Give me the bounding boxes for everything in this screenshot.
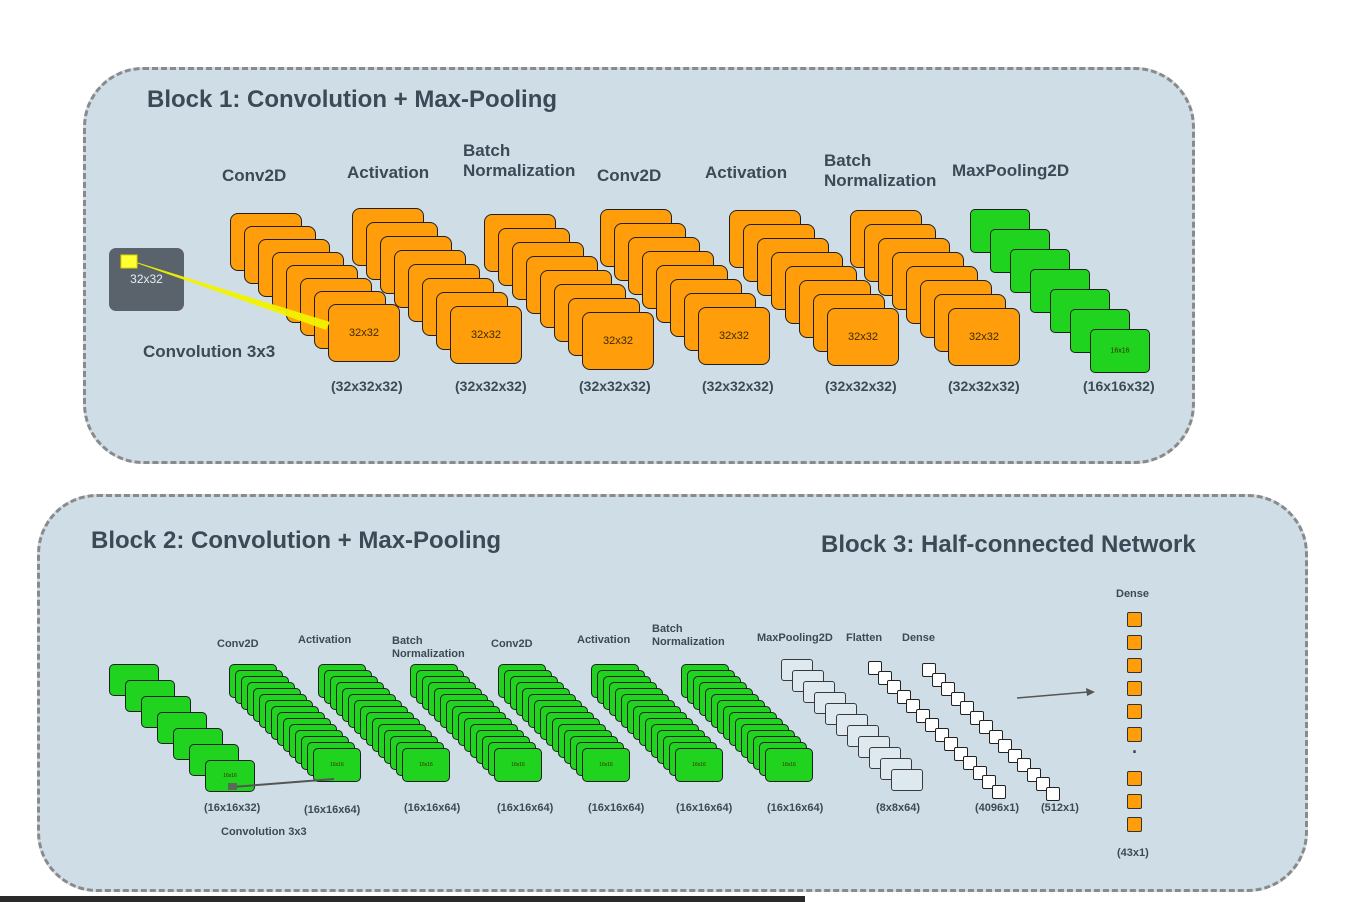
block1-output-shape: (32x32x32) — [702, 378, 774, 394]
block1-output-shape: (32x32x32) — [579, 378, 651, 394]
feature-map-label: 32x32 — [603, 335, 633, 347]
dense-neuron — [1127, 794, 1142, 809]
feature-map: 16x16 — [313, 748, 361, 782]
dense-neuron — [1127, 704, 1142, 719]
block1-title: Block 1: Convolution + Max-Pooling — [147, 86, 558, 113]
block1-layer-label: MaxPooling2D — [952, 161, 1070, 180]
dense-neuron — [1127, 635, 1142, 650]
feature-map-label: 16x16 — [419, 762, 433, 768]
block1-output-shape: (32x32x32) — [455, 378, 527, 394]
block1-input-image: 32x32 — [109, 248, 184, 311]
feature-map-label: 16x16 — [782, 762, 796, 768]
window-bottom-bar — [0, 896, 805, 902]
feature-map-label: 32x32 — [349, 327, 379, 339]
block1-layer-label: Conv2D — [597, 166, 662, 185]
dense-ellipsis: . — [1132, 737, 1138, 757]
dense-neuron — [1127, 771, 1142, 786]
block2-title: Block 2: Convolution + Max-Pooling — [91, 527, 502, 554]
feature-map: 32x32 — [328, 304, 400, 362]
block2-layer-label: Conv2D — [217, 638, 259, 650]
block3-layer-label: Flatten — [846, 632, 883, 644]
feature-map: 32x32 — [582, 312, 654, 370]
kernel-projection-beam — [128, 260, 330, 330]
dense-neuron — [1127, 727, 1142, 742]
block1-layer-label: Activation — [705, 163, 788, 182]
block2-conv-note: Convolution 3x3 — [221, 826, 307, 838]
block2-output-shape: (16x16x64) — [767, 802, 824, 814]
block2-input-output: (16x16x32) — [204, 802, 261, 814]
block2-output-shape: (16x16x64) — [304, 804, 361, 816]
dense-arrow-head — [1086, 688, 1095, 696]
feature-map: 32x32 — [450, 306, 522, 364]
block3-layer-label: Dense — [902, 632, 936, 644]
block2-output-shape: (16x16x64) — [497, 802, 554, 814]
feature-map-label: 32x32 — [471, 329, 501, 341]
block1-input-label: 32x32 — [130, 272, 163, 286]
block2-output-shape: (16x16x64) — [588, 802, 645, 814]
block1-output-shape: (32x32x32) — [331, 378, 403, 394]
feature-map-label: 16x16 — [1110, 347, 1130, 355]
block1-conv-note: Convolution 3x3 — [143, 342, 276, 361]
block2-layer-label: Activation — [298, 634, 352, 646]
block1-output-shape: (32x32x32) — [825, 378, 897, 394]
feature-map-label: 16x16 — [511, 762, 525, 768]
feature-map-label: 16x16 — [692, 762, 706, 768]
feature-map — [891, 769, 923, 791]
neuron — [1045, 786, 1060, 801]
block2-output-shape: (16x16x64) — [404, 802, 461, 814]
feature-map-label: 16x16 — [223, 773, 237, 779]
feature-map: 32x32 — [827, 308, 899, 366]
neuron — [991, 784, 1006, 799]
block1-output-shape: (16x16x32) — [1083, 378, 1155, 394]
block1-layer-label: Batch Normalization — [824, 151, 937, 190]
feature-map: 16x16 — [765, 748, 813, 782]
dense-neuron — [1127, 817, 1142, 832]
block2-layer-label: Batch Normalization — [652, 623, 725, 648]
feature-map-label: 16x16 — [330, 762, 344, 768]
dense-neuron — [1127, 658, 1142, 673]
feature-map: 16x16 — [1090, 329, 1150, 373]
block1-layer-label: Batch Normalization — [463, 141, 576, 180]
feature-map: 32x32 — [698, 307, 770, 365]
feature-map-label: 32x32 — [848, 331, 878, 343]
block2-layer-label: MaxPooling2D — [757, 632, 833, 644]
block2-layer-label: Activation — [577, 634, 631, 646]
kernel-window — [120, 254, 138, 269]
kernel-projection-line — [231, 778, 335, 788]
dense-arrow-line — [1016, 691, 1089, 699]
feature-map: 32x32 — [948, 308, 1020, 366]
kernel-window-2 — [228, 783, 237, 790]
block2-layer-label: Batch Normalization — [392, 635, 465, 660]
feature-map-label: 32x32 — [969, 331, 999, 343]
block1-layer-label: Activation — [347, 163, 430, 182]
block3-title: Block 3: Half-connected Network — [821, 531, 1196, 558]
dense-neuron — [1127, 612, 1142, 627]
block3-output-shape: (43x1) — [1117, 847, 1149, 859]
block3-output-shape: (4096x1) — [975, 802, 1020, 814]
feature-map: 16x16 — [494, 748, 542, 782]
block2-output-shape: (8x8x64) — [876, 802, 921, 814]
feature-map-label: 32x32 — [719, 330, 749, 342]
block2-layer-label: Conv2D — [491, 638, 533, 650]
feature-map: 16x16 — [402, 748, 450, 782]
block3-output-shape: (512x1) — [1041, 802, 1079, 814]
feature-map: 16x16 — [582, 748, 630, 782]
dense-neuron — [1127, 681, 1142, 696]
feature-map-label: 16x16 — [599, 762, 613, 768]
block3-layer-label: Dense — [1116, 588, 1150, 600]
feature-map: 16x16 — [675, 748, 723, 782]
block1-layer-label: Conv2D — [222, 166, 287, 185]
block2-output-shape: (16x16x64) — [676, 802, 733, 814]
block1-output-shape: (32x32x32) — [948, 378, 1020, 394]
